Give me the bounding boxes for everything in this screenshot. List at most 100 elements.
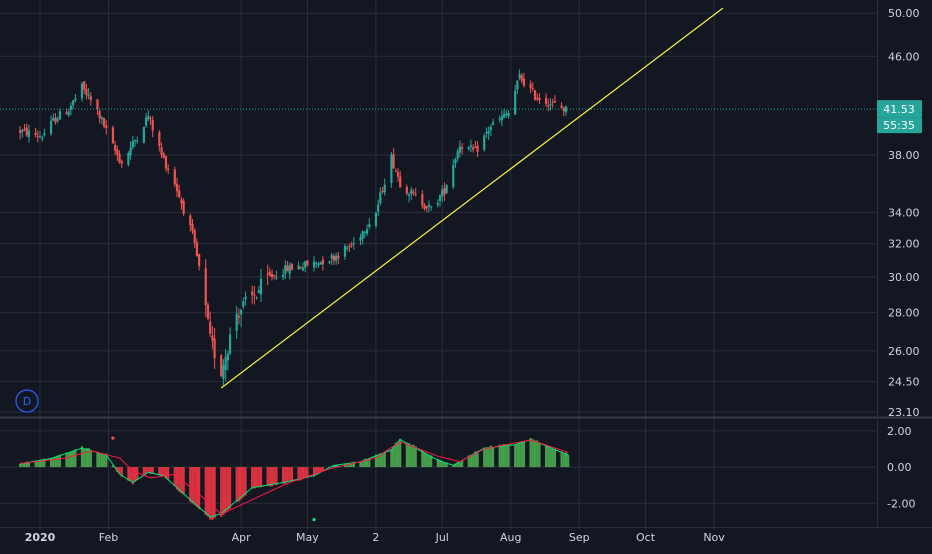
candle[interactable] bbox=[332, 253, 336, 265]
candle[interactable] bbox=[284, 259, 287, 280]
candle[interactable] bbox=[266, 264, 269, 285]
candle[interactable] bbox=[498, 115, 501, 123]
candle[interactable] bbox=[330, 252, 333, 266]
candle[interactable] bbox=[290, 263, 294, 271]
candle[interactable] bbox=[443, 182, 446, 202]
candle[interactable] bbox=[485, 127, 488, 138]
candle[interactable] bbox=[399, 171, 402, 188]
candle[interactable] bbox=[257, 286, 260, 294]
candle[interactable] bbox=[158, 130, 161, 152]
candle[interactable] bbox=[198, 253, 201, 271]
candle[interactable] bbox=[533, 89, 537, 101]
candle[interactable] bbox=[306, 260, 309, 267]
candle[interactable] bbox=[456, 148, 459, 162]
candle[interactable] bbox=[317, 262, 320, 269]
candle[interactable] bbox=[452, 158, 455, 190]
candle[interactable] bbox=[142, 126, 145, 144]
candle[interactable] bbox=[321, 256, 324, 271]
candle[interactable] bbox=[427, 200, 431, 213]
candle[interactable] bbox=[365, 224, 369, 236]
candle[interactable] bbox=[136, 136, 139, 144]
candle[interactable] bbox=[180, 196, 183, 210]
candle[interactable] bbox=[114, 140, 117, 156]
candle[interactable] bbox=[100, 115, 103, 125]
candle[interactable] bbox=[343, 243, 347, 260]
price-pane[interactable] bbox=[0, 69, 877, 386]
candle[interactable] bbox=[489, 124, 492, 137]
candle[interactable] bbox=[253, 285, 256, 305]
candle[interactable] bbox=[102, 117, 106, 129]
candle[interactable] bbox=[299, 266, 302, 270]
candle[interactable] bbox=[560, 102, 563, 109]
candle[interactable] bbox=[423, 203, 426, 211]
candle[interactable] bbox=[335, 252, 338, 265]
candle[interactable] bbox=[328, 260, 331, 265]
candle[interactable] bbox=[206, 302, 210, 321]
candle[interactable] bbox=[483, 133, 486, 152]
candle[interactable] bbox=[164, 155, 168, 172]
candle[interactable] bbox=[337, 251, 340, 264]
candle[interactable] bbox=[127, 151, 130, 167]
candle[interactable] bbox=[551, 98, 554, 108]
candle[interactable] bbox=[69, 102, 73, 116]
candle[interactable] bbox=[346, 245, 349, 252]
candle[interactable] bbox=[41, 135, 44, 142]
candle[interactable] bbox=[209, 311, 212, 338]
candle[interactable] bbox=[445, 184, 448, 195]
candle[interactable] bbox=[425, 205, 428, 213]
candle[interactable] bbox=[204, 259, 207, 318]
candle[interactable] bbox=[407, 192, 411, 203]
candle[interactable] bbox=[211, 325, 214, 350]
candle[interactable] bbox=[377, 199, 380, 217]
candle[interactable] bbox=[74, 93, 77, 103]
candle[interactable] bbox=[23, 124, 26, 132]
candle[interactable] bbox=[505, 110, 508, 118]
signal-line[interactable] bbox=[20, 439, 569, 515]
candle[interactable] bbox=[58, 108, 61, 120]
candle[interactable] bbox=[49, 115, 53, 136]
candle[interactable] bbox=[72, 100, 75, 109]
candle[interactable] bbox=[195, 238, 199, 257]
candle[interactable] bbox=[89, 91, 92, 106]
candle[interactable] bbox=[436, 199, 439, 208]
candle[interactable] bbox=[412, 189, 415, 196]
candle[interactable] bbox=[507, 110, 510, 119]
candle[interactable] bbox=[105, 120, 108, 135]
candle[interactable] bbox=[149, 115, 152, 125]
candle[interactable] bbox=[120, 159, 123, 169]
candle[interactable] bbox=[361, 230, 364, 245]
candle[interactable] bbox=[52, 113, 55, 122]
candle[interactable] bbox=[228, 327, 232, 356]
candle[interactable] bbox=[487, 126, 490, 140]
candle[interactable] bbox=[242, 298, 245, 310]
candle[interactable] bbox=[297, 261, 300, 270]
candle[interactable] bbox=[98, 108, 101, 124]
candle[interactable] bbox=[410, 186, 413, 200]
candle[interactable] bbox=[67, 108, 70, 117]
candle[interactable] bbox=[111, 125, 115, 144]
candle[interactable] bbox=[390, 151, 393, 188]
candle[interactable] bbox=[21, 128, 24, 138]
candle[interactable] bbox=[34, 127, 37, 138]
candle[interactable] bbox=[275, 270, 278, 280]
candle[interactable] bbox=[255, 296, 258, 300]
candle[interactable] bbox=[315, 261, 318, 269]
candle[interactable] bbox=[129, 141, 132, 160]
candle[interactable] bbox=[348, 243, 351, 253]
interval-badge-circle[interactable] bbox=[15, 389, 39, 413]
indicator-pane[interactable] bbox=[19, 436, 570, 522]
candle[interactable] bbox=[301, 262, 305, 272]
candle[interactable] bbox=[304, 260, 307, 273]
candle[interactable] bbox=[520, 72, 523, 84]
candle[interactable] bbox=[421, 190, 424, 209]
candle[interactable] bbox=[518, 69, 521, 81]
candle[interactable] bbox=[83, 80, 86, 94]
candle[interactable] bbox=[286, 261, 289, 272]
candle[interactable] bbox=[251, 285, 254, 304]
trendline-layer[interactable] bbox=[220, 7, 724, 389]
candle[interactable] bbox=[503, 108, 506, 119]
candle[interactable] bbox=[162, 151, 165, 159]
candle[interactable] bbox=[368, 218, 371, 230]
candle[interactable] bbox=[350, 241, 353, 249]
